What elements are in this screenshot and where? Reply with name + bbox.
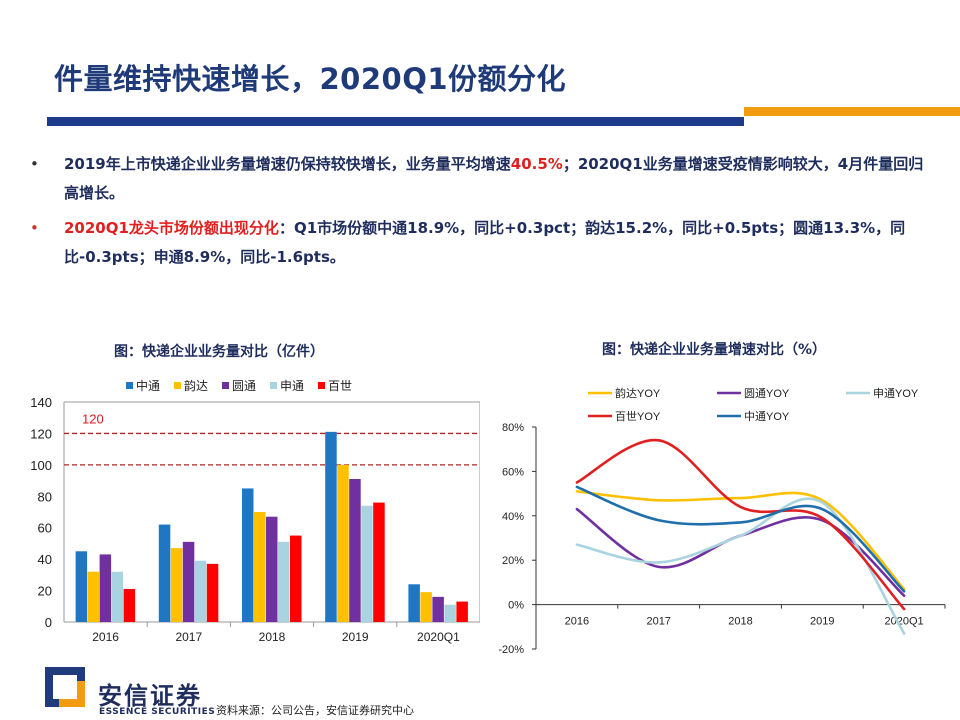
y-tick-label-0: -20% — [498, 644, 524, 656]
y-tick-label-2: 20% — [502, 555, 524, 567]
y-tick-label-1: 0% — [508, 600, 524, 612]
line-chart: 韵达YOY 圆通YOY 申通YOY 百世YOY 中通YOY -20% 0% 20% 40% 60%… — [498, 386, 946, 656]
series-line-百世YOY — [575, 439, 906, 611]
bar-2017-韵达 — [170, 548, 183, 622]
x-tick-label-2: 2018 — [728, 616, 752, 628]
bar-2016-圆通 — [99, 554, 112, 622]
bullet-1-part-3: ；2020Q1业务量增速受疫情影响较大，4月件量回归高增长。 — [64, 155, 924, 202]
source-note: 资料来源：公司公告，安信证券研究中心 — [216, 704, 414, 717]
bar-chart-title: 图：快递企业业务量对比（亿件） — [114, 344, 324, 360]
x-tick-label-2: 2018 — [259, 630, 286, 644]
legend-label-2: 圆通 — [232, 379, 256, 393]
y-tick-label-5: 80% — [502, 422, 524, 434]
reference-annotation: 120 — [82, 411, 104, 426]
legend-label-4: 中通YOY — [744, 410, 790, 423]
bar-chart: 中通 韵达 圆通 申通 百世 0 20 40 60 80 100 120 140 120 2016 2017 2… — [30, 378, 480, 644]
x-tick-label-0: 2016 — [92, 630, 119, 644]
bar-2016-韵达 — [87, 571, 100, 622]
bar-2019-百世 — [373, 502, 385, 622]
legend-label-4: 百世 — [328, 379, 352, 393]
bullet-2-highlight: 2020Q1龙头市场份额出现分化 — [64, 219, 279, 237]
bullet-1-part-1: 2019年上市快递企业业务量增速仍保持较快增长，业务量平均增速 — [64, 155, 511, 173]
legend-label-0: 中通 — [136, 378, 160, 393]
bar-2018-申通 — [278, 541, 290, 622]
bullet-dot: • — [30, 219, 39, 237]
bar-2017-申通 — [194, 560, 207, 622]
legend-label-3: 百世YOY — [615, 410, 661, 423]
bar-2020Q1-圆通 — [432, 596, 444, 622]
bar-2018-韵达 — [254, 512, 266, 622]
logo-name-en: ESSENCE SECURITIES — [99, 707, 216, 717]
bar-2016-百世 — [123, 589, 136, 622]
x-tick-label-3: 2019 — [342, 630, 369, 644]
x-tick-label-3: 2019 — [810, 616, 834, 628]
legend-swatch-2 — [222, 382, 229, 389]
bar-2019-中通 — [325, 431, 337, 622]
bar-2020Q1-百世 — [456, 601, 468, 622]
bullet-item-2: • 2020Q1龙头市场份额出现分化：Q1市场份额中通18.9%，同比+0.3p… — [30, 214, 930, 272]
y-tick-label-0: 0 — [45, 615, 52, 630]
y-tick-label-2: 40 — [38, 552, 52, 567]
y-tick-label-1: 20 — [38, 584, 52, 599]
series-line-中通YOY — [575, 485, 906, 593]
y-tick-label-5: 100 — [30, 458, 52, 473]
bar-2016-申通 — [111, 571, 124, 622]
legend-swatch-3 — [270, 382, 277, 389]
bullet-1-highlight: 40.5% — [510, 155, 563, 173]
bar-2019-圆通 — [349, 479, 361, 622]
bar-2017-百世 — [206, 563, 219, 622]
bar-2018-中通 — [242, 488, 254, 622]
bar-2019-申通 — [361, 505, 373, 622]
page-title: 件量维持快速增长，2020Q1份额分化 — [54, 62, 567, 96]
company-logo-icon — [45, 667, 85, 707]
bar-2020Q1-韵达 — [420, 592, 432, 622]
legend-label-0: 韵达YOY — [615, 386, 661, 400]
bullet-list: • 2019年上市快递企业业务量增速仍保持较快增长，业务量平均增速40.5%；2… — [30, 150, 930, 278]
bar-2016-中通 — [75, 551, 88, 622]
logo-name-cn: 安信证券 — [98, 682, 202, 710]
bullet-item-1: • 2019年上市快递企业业务量增速仍保持较快增长，业务量平均增速40.5%；2… — [30, 150, 930, 208]
bar-2019-韵达 — [337, 464, 349, 622]
bar-2020Q1-申通 — [444, 604, 456, 622]
legend-label-3: 申通 — [280, 379, 304, 393]
legend-label-1: 圆通YOY — [744, 387, 790, 400]
x-tick-label-0: 2016 — [565, 616, 589, 628]
line-chart-title: 图：快递企业业务量增速对比（%） — [602, 342, 827, 358]
x-tick-label-1: 2017 — [175, 630, 202, 644]
legend-label-2: 申通YOY — [873, 387, 919, 400]
x-tick-label-4: 2020Q1 — [417, 630, 460, 644]
series-line-申通YOY — [575, 497, 906, 635]
legend-swatch-1 — [174, 382, 181, 389]
y-tick-label-6: 120 — [30, 426, 52, 441]
y-tick-label-4: 80 — [38, 489, 52, 504]
legend-label-1: 韵达 — [184, 378, 208, 393]
bar-2020Q1-中通 — [408, 584, 420, 622]
y-tick-label-3: 60 — [38, 521, 52, 536]
legend-swatch-4 — [318, 382, 325, 389]
x-tick-label-4: 2020Q1 — [885, 616, 924, 628]
y-tick-label-7: 140 — [30, 395, 52, 410]
bar-2017-圆通 — [182, 541, 195, 622]
y-tick-label-4: 60% — [502, 466, 524, 478]
bullet-dot: • — [30, 155, 39, 173]
legend-swatch-0 — [126, 382, 133, 389]
bar-2018-百世 — [290, 535, 302, 622]
bar-2017-中通 — [158, 524, 171, 622]
x-tick-label-1: 2017 — [646, 616, 670, 628]
series-line-韵达YOY — [575, 490, 906, 591]
bar-2018-圆通 — [266, 516, 278, 622]
title-underline-orange — [744, 107, 960, 116]
title-underline-navy — [47, 117, 744, 126]
bullet-2-part-2: ：Q1市场份额中通18.9%，同比+0.3pct；韵达15.2%，同比+0.5p… — [64, 219, 906, 266]
y-tick-label-3: 40% — [502, 511, 524, 523]
